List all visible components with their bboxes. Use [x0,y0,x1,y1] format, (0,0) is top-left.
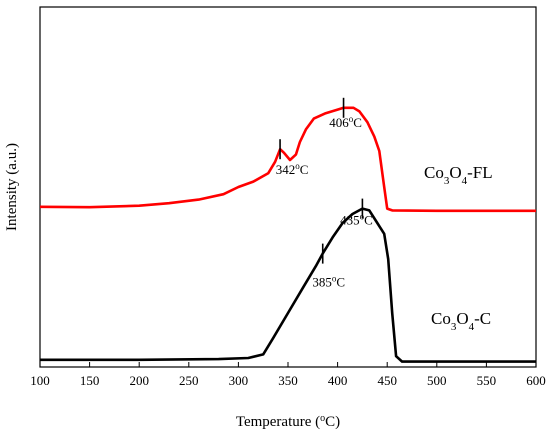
x-axis-ticks: 100 150 200 250 300 350 400 450 500 550 600 [30,362,546,388]
x-tick-label: 150 [80,373,100,388]
x-tick-label: 450 [377,373,397,388]
x-tick-label: 600 [526,373,546,388]
peak-label: 385oC [312,274,345,290]
x-tick-label: 100 [30,373,50,388]
y-axis-title: Intensity (a.u.) [4,143,20,231]
x-tick-label: 200 [129,373,149,388]
series-line-co3o4-fl [39,106,536,213]
x-tick-label: 500 [427,373,447,388]
peak-label: 342oC [276,161,309,177]
series-label-co3o4-fl: Co3O4-FL [424,163,493,187]
x-tick-label: 400 [328,373,348,388]
x-axis-title: Temperature (oC) [236,413,340,431]
annotation-layer: 342oC 406oC 385oC 435oC [276,97,373,290]
series-line-co3o4-c [40,207,536,363]
series-layer [39,106,536,363]
x-tick-label: 250 [179,373,199,388]
peak-label: 406oC [329,114,362,130]
x-tick-label: 350 [278,373,298,388]
series-label-co3o4-c: Co3O4-C [431,309,491,333]
x-tick-label: 550 [477,373,497,388]
x-tick-label: 300 [229,373,249,388]
peak-label: 435oC [340,212,373,228]
